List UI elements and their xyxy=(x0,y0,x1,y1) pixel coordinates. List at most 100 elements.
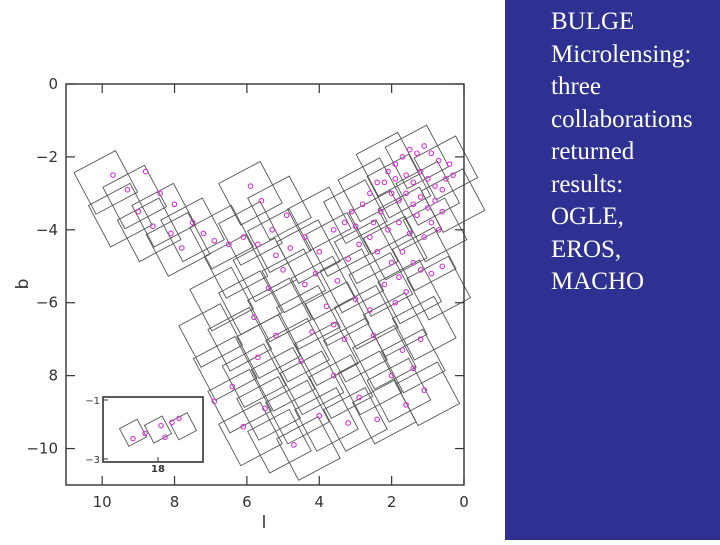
survey-field xyxy=(102,164,168,230)
survey-field xyxy=(116,197,182,263)
event-point xyxy=(330,372,337,379)
survey-field xyxy=(323,317,388,383)
survey-fields xyxy=(73,124,486,481)
survey-field xyxy=(218,201,283,266)
event-point xyxy=(432,183,438,189)
event-point xyxy=(124,186,131,193)
event-point xyxy=(273,332,279,339)
event-point xyxy=(301,234,308,240)
event-point xyxy=(406,230,413,237)
survey-field xyxy=(247,175,312,241)
survey-field xyxy=(377,259,443,325)
event-point xyxy=(265,285,272,291)
event-point xyxy=(439,186,446,193)
survey-field xyxy=(380,328,446,394)
inset-x-tick-label: 18 xyxy=(151,464,165,475)
event-point xyxy=(421,387,428,394)
event-point xyxy=(421,143,428,149)
survey-field xyxy=(304,212,370,277)
event-point xyxy=(403,401,409,408)
survey-field xyxy=(160,197,225,263)
x-axis-label: l xyxy=(262,513,267,533)
survey-field xyxy=(337,157,403,223)
event-point xyxy=(421,234,428,240)
event-point xyxy=(439,263,446,270)
survey-field xyxy=(207,368,273,434)
inset-event-point xyxy=(158,422,164,429)
event-point xyxy=(374,416,381,423)
event-point xyxy=(417,194,424,200)
x-tick-label: 0 xyxy=(459,493,469,511)
survey-field xyxy=(265,379,330,445)
event-point xyxy=(200,230,207,237)
survey-field xyxy=(87,182,153,248)
survey-field xyxy=(131,182,197,248)
event-point xyxy=(273,252,279,259)
event-point xyxy=(388,372,395,379)
survey-field xyxy=(207,306,273,372)
event-point xyxy=(247,183,254,189)
survey-field xyxy=(355,131,421,197)
event-point xyxy=(403,172,409,178)
event-point xyxy=(367,234,373,240)
x-tick-label: 6 xyxy=(242,493,252,511)
event-point xyxy=(399,248,406,255)
event-point xyxy=(171,201,178,208)
y-tick-label: −10 xyxy=(26,440,58,458)
event-point xyxy=(316,248,323,255)
y-tick-label: 8 xyxy=(48,367,58,385)
y-tick-label: −2 xyxy=(36,148,58,166)
event-point xyxy=(450,172,456,178)
event-point xyxy=(345,256,352,262)
inset-event-point xyxy=(130,435,136,442)
inset-frame xyxy=(102,396,204,463)
event-point xyxy=(157,190,163,197)
survey-field xyxy=(294,387,359,452)
event-point xyxy=(424,175,431,182)
event-point xyxy=(225,241,232,248)
event-point xyxy=(323,303,330,310)
event-point xyxy=(211,398,218,405)
event-point xyxy=(330,321,337,328)
event-point xyxy=(240,234,247,240)
survey-field xyxy=(406,255,472,321)
side-panel: BULGE Microlensing: three collaborations… xyxy=(505,0,720,540)
event-point xyxy=(403,190,409,197)
survey-field xyxy=(294,321,359,387)
event-point xyxy=(396,219,402,226)
inset-event-point xyxy=(162,434,168,441)
survey-field xyxy=(348,190,414,255)
survey-field xyxy=(366,153,432,219)
event-point xyxy=(381,281,388,288)
event-point xyxy=(392,299,399,306)
event-point xyxy=(428,270,435,277)
event-point xyxy=(424,205,431,211)
event-point xyxy=(399,347,406,353)
microlensing-field-chart: 10 8 6 4 2 0 0 −2 −4 −6 8 −10 −1 −3 18 l b xyxy=(13,75,486,533)
event-point xyxy=(439,208,446,215)
event-point xyxy=(399,154,406,160)
event-point xyxy=(348,208,355,215)
event-point xyxy=(168,230,174,237)
event-point xyxy=(414,150,420,157)
event-point xyxy=(283,212,290,219)
y-axis-label: b xyxy=(13,279,33,290)
event-point xyxy=(377,208,384,215)
y-tick-label: 0 xyxy=(48,75,58,93)
event-point xyxy=(334,278,341,284)
event-point xyxy=(410,201,417,208)
x-tick-label: 10 xyxy=(93,493,112,511)
event-point xyxy=(258,197,265,204)
event-point xyxy=(403,288,409,295)
survey-field xyxy=(276,284,341,350)
event-point xyxy=(414,212,420,219)
event-point xyxy=(291,442,297,448)
survey-field xyxy=(290,255,356,321)
inset-field xyxy=(168,412,198,441)
event-point xyxy=(406,146,413,153)
survey-field xyxy=(391,226,457,292)
inset-event-point xyxy=(169,419,175,426)
survey-field xyxy=(192,335,258,401)
inset-panel: −1 −3 18 xyxy=(85,396,204,475)
event-point xyxy=(388,190,395,197)
